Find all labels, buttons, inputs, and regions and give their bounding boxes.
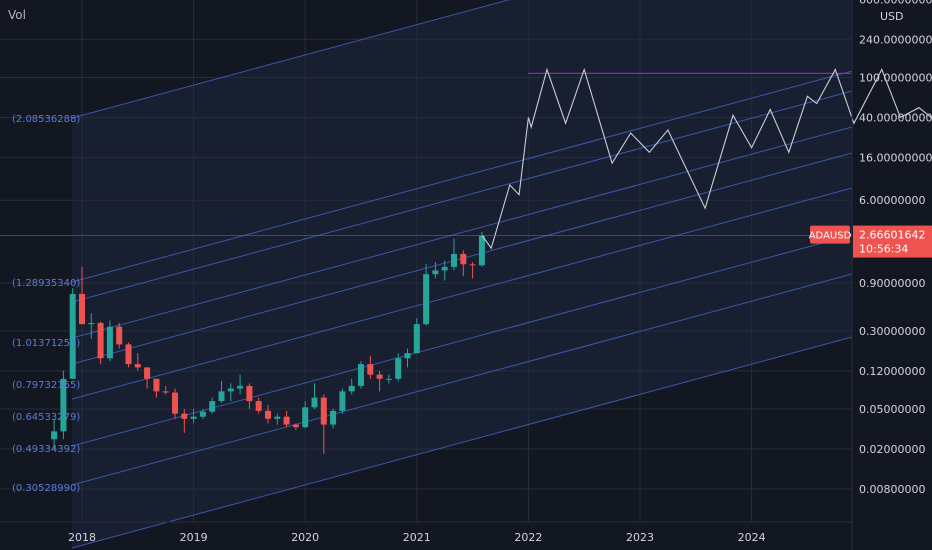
- candle-body: [190, 416, 197, 419]
- candle-body: [358, 364, 364, 386]
- x-tick-label: 2023: [626, 531, 654, 544]
- candle-body: [432, 270, 439, 275]
- candle-body: [237, 385, 244, 389]
- candles-layer: [51, 231, 485, 454]
- x-tick-label: 2020: [291, 531, 319, 544]
- y-tick-label: 0.02000000: [859, 443, 925, 456]
- candle-body: [451, 253, 457, 267]
- x-tick-label: 2018: [68, 531, 96, 544]
- candle-body: [60, 378, 67, 432]
- candle-body: [88, 322, 95, 325]
- fib-level-label: (1.28935340): [12, 278, 80, 289]
- fib-level-label: (0.79732165): [12, 380, 80, 391]
- projection-layer: [481, 67, 932, 250]
- candle-body: [311, 397, 318, 408]
- symbol-badge-label: ADAUSD: [809, 231, 852, 242]
- fib-level-label: (2.08536288): [12, 114, 80, 125]
- candle-body: [265, 410, 271, 419]
- channel-line: [71, 336, 853, 549]
- channel-line: [71, 273, 853, 486]
- y-tick-label: 0.12000000: [859, 365, 925, 378]
- candle-body: [367, 364, 374, 375]
- candle-body: [460, 253, 467, 265]
- last-price-label: 2.66601642: [859, 229, 925, 242]
- candle-body: [106, 326, 113, 359]
- y-tick-label: 0.90000000: [859, 277, 925, 290]
- y-tick-label: 0.00800000: [859, 483, 925, 496]
- candle-body: [348, 385, 355, 392]
- candle-body: [116, 326, 123, 345]
- fib-level-label: (0.30528990): [12, 483, 80, 494]
- candle-body: [385, 378, 392, 380]
- candle-body: [209, 401, 216, 412]
- fib-labels-layer: (2.08536288) (1.28935340) (1.01371258) (0.7…: [12, 114, 80, 494]
- candle-body: [339, 391, 346, 411]
- y-tick-label: 100.00000000: [859, 71, 932, 84]
- candle-body: [51, 431, 58, 440]
- candle-body: [404, 353, 411, 359]
- candle-body: [181, 413, 188, 419]
- candle-body: [283, 416, 290, 425]
- chart-pane: [0, 0, 852, 522]
- candle-body: [134, 364, 141, 368]
- channel-line: [71, 187, 853, 400]
- candle-body: [292, 424, 299, 428]
- volume-label: Vol: [8, 8, 26, 22]
- price-tag-box: [853, 225, 932, 258]
- candle-body: [172, 392, 178, 414]
- candle-body: [423, 274, 430, 325]
- candle-body: [246, 385, 253, 402]
- channel-line: [71, 126, 853, 339]
- candle-body: [218, 391, 225, 402]
- candle-body: [125, 344, 132, 365]
- y-tick-label: 240.00000000: [859, 33, 932, 46]
- channel-line: [71, 0, 511, 119]
- time-axis[interactable]: 2018 2019 2020 2021 2022 2023 2024: [68, 531, 766, 544]
- channel-line: [71, 70, 853, 283]
- candle-body: [320, 397, 327, 425]
- candle-body: [79, 293, 85, 325]
- fib-level-label: (0.64533279): [12, 412, 80, 423]
- fib-level-label: (0.49334392): [12, 444, 80, 455]
- projection-line: [481, 67, 932, 250]
- price-axis[interactable]: 1800.00000000600.00000000240.00000000100…: [859, 0, 932, 496]
- candle-body: [413, 324, 420, 354]
- countdown-label: 10:56:34: [859, 243, 908, 256]
- candle-body: [330, 410, 337, 425]
- x-tick-label: 2022: [514, 531, 542, 544]
- candle-body: [441, 266, 448, 271]
- currency-label: USD: [880, 10, 904, 23]
- fib-level-label: (1.01371258): [12, 338, 80, 349]
- y-tick-label: 0.05000000: [859, 403, 925, 416]
- channel-line: [71, 234, 853, 447]
- y-tick-label: 6.00000000: [859, 194, 925, 207]
- x-tick-label: 2024: [738, 531, 766, 544]
- candle-body: [376, 374, 383, 379]
- candle-body: [274, 416, 281, 419]
- candle-body: [469, 264, 476, 266]
- channel-line: [71, 90, 853, 303]
- candle-body: [255, 401, 262, 411]
- candle-body: [199, 411, 206, 417]
- candle-body: [227, 388, 234, 392]
- candle-body: [302, 407, 309, 428]
- y-tick-label: 40.00000000: [859, 111, 932, 124]
- candle-body: [395, 358, 402, 379]
- candle-body: [97, 322, 104, 359]
- candle-body: [69, 293, 76, 379]
- symbol-badge: [810, 225, 850, 244]
- y-tick-label: 0.30000000: [859, 325, 925, 338]
- x-tick-label: 2019: [180, 531, 208, 544]
- y-tick-label: 16.00000000: [859, 151, 932, 164]
- candle-body: [144, 367, 151, 379]
- y-tick-label: 600.00000000: [859, 0, 932, 6]
- candle-body: [162, 391, 169, 393]
- candle-body: [153, 378, 160, 392]
- x-tick-label: 2021: [403, 531, 431, 544]
- candle-body: [478, 235, 485, 266]
